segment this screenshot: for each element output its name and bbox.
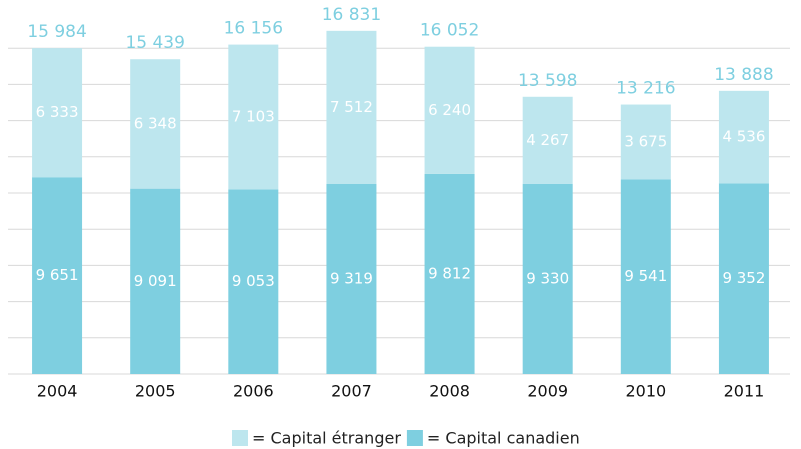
total-label: 16 052 <box>420 21 479 41</box>
legend-label: = Capital étranger <box>252 429 401 448</box>
x-tick-label: 2007 <box>331 382 372 401</box>
bar-segment <box>228 44 279 190</box>
bar-segment <box>522 96 573 184</box>
bar-segment <box>228 189 279 374</box>
legend-swatch <box>406 430 423 446</box>
bar-segment <box>326 183 377 374</box>
segment-label: 3 675 <box>624 133 667 151</box>
total-label: 15 984 <box>27 22 86 42</box>
segment-label: 6 240 <box>428 101 471 119</box>
bar-segment <box>424 173 475 374</box>
segment-label: 9 330 <box>526 269 569 287</box>
x-tick-label: 2009 <box>527 382 568 401</box>
segment-label: 9 091 <box>134 272 177 290</box>
bar-segment <box>620 179 671 374</box>
x-tick-label: 2008 <box>429 382 470 401</box>
segment-label: 9 812 <box>428 264 471 282</box>
bar-segment <box>326 30 377 184</box>
bar-segment <box>718 90 769 184</box>
x-tick-label: 2005 <box>135 382 176 401</box>
total-label: 16 831 <box>322 5 381 25</box>
bar-segment <box>718 183 769 374</box>
bar-segment <box>32 177 83 374</box>
segment-label: 7 103 <box>232 108 275 126</box>
segment-label: 6 333 <box>36 103 79 121</box>
x-tick-label: 2006 <box>233 382 274 401</box>
segment-label: 9 651 <box>36 266 79 284</box>
segment-label: 4 536 <box>722 128 765 146</box>
bar-segment <box>620 104 671 180</box>
x-tick-label: 2011 <box>724 382 765 401</box>
bar-segment <box>522 183 573 374</box>
segment-label: 9 053 <box>232 272 275 290</box>
total-label: 15 439 <box>125 33 184 53</box>
segment-label: 9 352 <box>722 269 765 287</box>
bar-segment <box>130 188 181 374</box>
bar-segment <box>424 46 475 174</box>
x-tick-label: 2004 <box>37 382 78 401</box>
total-label: 13 216 <box>616 79 675 99</box>
total-label: 13 888 <box>714 65 773 85</box>
segment-label: 6 348 <box>134 114 177 132</box>
segment-label: 7 512 <box>330 98 373 116</box>
legend-label: = Capital canadien <box>427 429 580 448</box>
segment-label: 9 541 <box>624 267 667 285</box>
total-label: 13 598 <box>518 71 577 91</box>
legend-swatch <box>232 430 248 446</box>
x-tick-label: 2010 <box>625 382 666 401</box>
bar-segment <box>32 48 83 178</box>
bar-segment <box>130 59 181 189</box>
segment-label: 4 267 <box>526 131 569 149</box>
segment-label: 9 319 <box>330 269 373 287</box>
total-label: 16 156 <box>224 19 283 39</box>
